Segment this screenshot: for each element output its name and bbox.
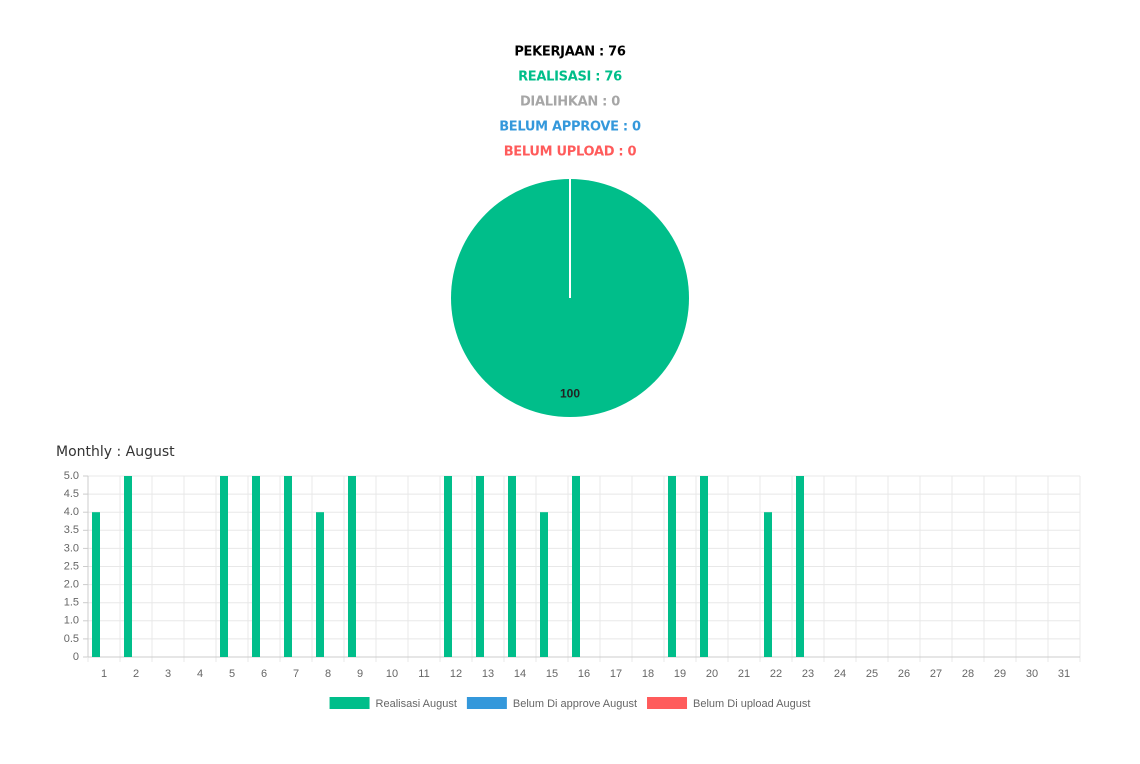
summary-line: PEKERJAAN : 76 — [514, 45, 626, 60]
chart-title: Monthly : August — [56, 444, 175, 460]
x-tick-label: 20 — [706, 668, 718, 680]
bar — [124, 476, 132, 657]
y-tick-label: 4.5 — [64, 488, 79, 500]
bar — [700, 476, 708, 657]
x-tick-label: 1 — [101, 668, 107, 680]
x-tick-label: 28 — [962, 668, 974, 680]
x-tick-label: 10 — [386, 668, 398, 680]
y-tick-label: 2.0 — [64, 579, 79, 591]
x-tick-label: 11 — [418, 668, 429, 680]
x-tick-label: 23 — [802, 668, 814, 680]
bar — [508, 476, 516, 657]
x-tick-label: 6 — [261, 668, 267, 680]
legend-label: Belum Di approve August — [513, 698, 637, 710]
x-tick-label: 22 — [770, 668, 782, 680]
bar — [476, 476, 484, 657]
x-tick-label: 5 — [229, 668, 235, 680]
legend-swatch — [466, 697, 507, 709]
x-tick-label: 25 — [866, 668, 878, 680]
bar — [316, 512, 324, 657]
bar — [220, 476, 228, 657]
summary-line: DIALIHKAN : 0 — [520, 95, 620, 110]
x-tick-label: 24 — [834, 668, 846, 680]
bar — [348, 476, 356, 657]
x-tick-label: 8 — [325, 668, 331, 680]
x-tick-label: 14 — [514, 668, 526, 680]
bar — [92, 512, 100, 657]
x-tick-label: 15 — [546, 668, 558, 680]
legend-label: Belum Di upload August — [693, 698, 810, 710]
x-tick-label: 2 — [133, 668, 139, 680]
legend-label: Realisasi August — [376, 698, 457, 710]
summary-line: REALISASI : 76 — [518, 70, 622, 85]
summary-line: BELUM APPROVE : 0 — [499, 120, 641, 135]
x-tick-label: 29 — [994, 668, 1006, 680]
y-tick-label: 0.5 — [64, 633, 79, 645]
x-tick-label: 21 — [738, 668, 750, 680]
x-tick-label: 4 — [197, 668, 203, 680]
bar — [572, 476, 580, 657]
bar — [284, 476, 292, 657]
bar — [540, 512, 548, 657]
x-tick-label: 7 — [293, 668, 299, 680]
x-tick-label: 26 — [898, 668, 910, 680]
y-tick-label: 0 — [73, 651, 79, 663]
y-tick-label: 3.0 — [64, 542, 79, 554]
summary-line: BELUM UPLOAD : 0 — [504, 145, 637, 160]
legend-swatch — [329, 697, 370, 709]
bar — [764, 512, 772, 657]
x-tick-label: 30 — [1026, 668, 1038, 680]
bar — [252, 476, 260, 657]
x-tick-label: 18 — [642, 668, 654, 680]
x-tick-label: 31 — [1058, 668, 1070, 680]
y-tick-label: 2.5 — [64, 560, 79, 572]
x-tick-label: 17 — [610, 668, 622, 680]
x-tick-label: 13 — [482, 668, 494, 680]
bar — [796, 476, 804, 657]
x-tick-label: 16 — [578, 668, 590, 680]
y-tick-label: 5.0 — [64, 470, 79, 482]
legend-swatch — [647, 697, 688, 709]
bar — [668, 476, 676, 657]
y-tick-label: 3.5 — [64, 524, 79, 536]
x-tick-label: 19 — [674, 668, 686, 680]
bar — [444, 476, 452, 657]
slice-label: 100 — [560, 387, 580, 401]
x-tick-label: 3 — [165, 668, 171, 680]
x-tick-label: 27 — [930, 668, 942, 680]
x-tick-label: 9 — [357, 668, 363, 680]
y-tick-label: 1.5 — [64, 597, 79, 609]
y-tick-label: 1.0 — [64, 615, 79, 627]
x-tick-label: 12 — [450, 668, 462, 680]
y-tick-label: 4.0 — [64, 506, 79, 518]
